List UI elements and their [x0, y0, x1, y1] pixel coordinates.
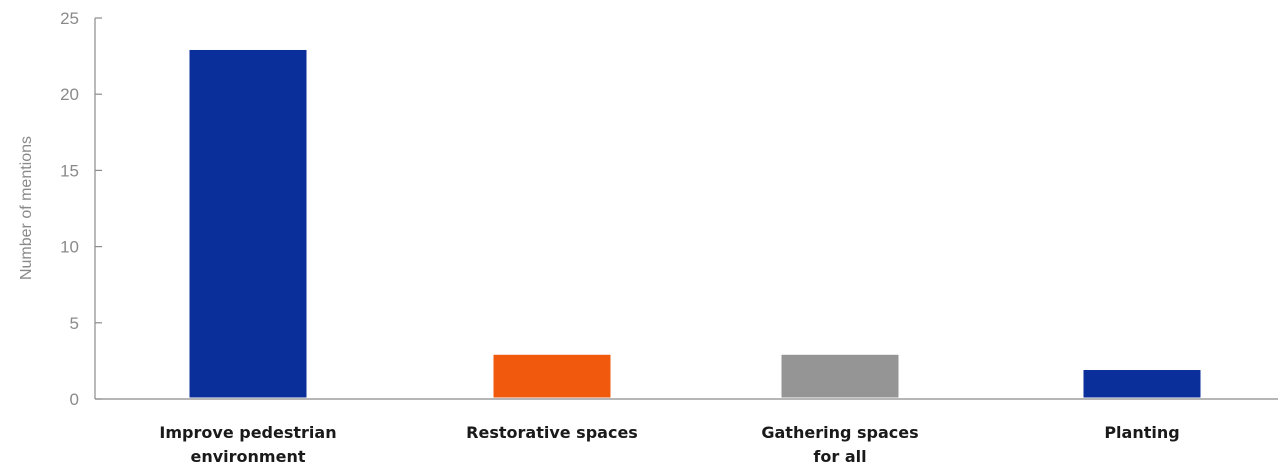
bar [778, 351, 902, 401]
y-tick-label: 25 [60, 9, 79, 28]
y-tick-label: 5 [70, 314, 79, 333]
y-tick-label: 15 [60, 161, 79, 180]
bars [186, 46, 1204, 401]
y-axis-title: Number of mentions [18, 136, 35, 280]
x-tick-label: Improve pedestrian environment [159, 423, 336, 466]
bar [490, 351, 614, 401]
x-tick-label: Restorative spaces [466, 423, 638, 442]
bar [1080, 367, 1204, 401]
x-axis: Improve pedestrian environment Restorative… [95, 398, 1278, 466]
y-tick-label: 0 [70, 390, 79, 409]
y-tick-label: 20 [60, 85, 79, 104]
y-tick-label: 10 [60, 238, 79, 257]
x-tick-label: Planting [1104, 423, 1179, 442]
bar [186, 46, 310, 401]
y-axis: 0 5 10 15 20 25 [60, 9, 102, 409]
x-tick-label: Gathering spaces for all [761, 423, 918, 466]
